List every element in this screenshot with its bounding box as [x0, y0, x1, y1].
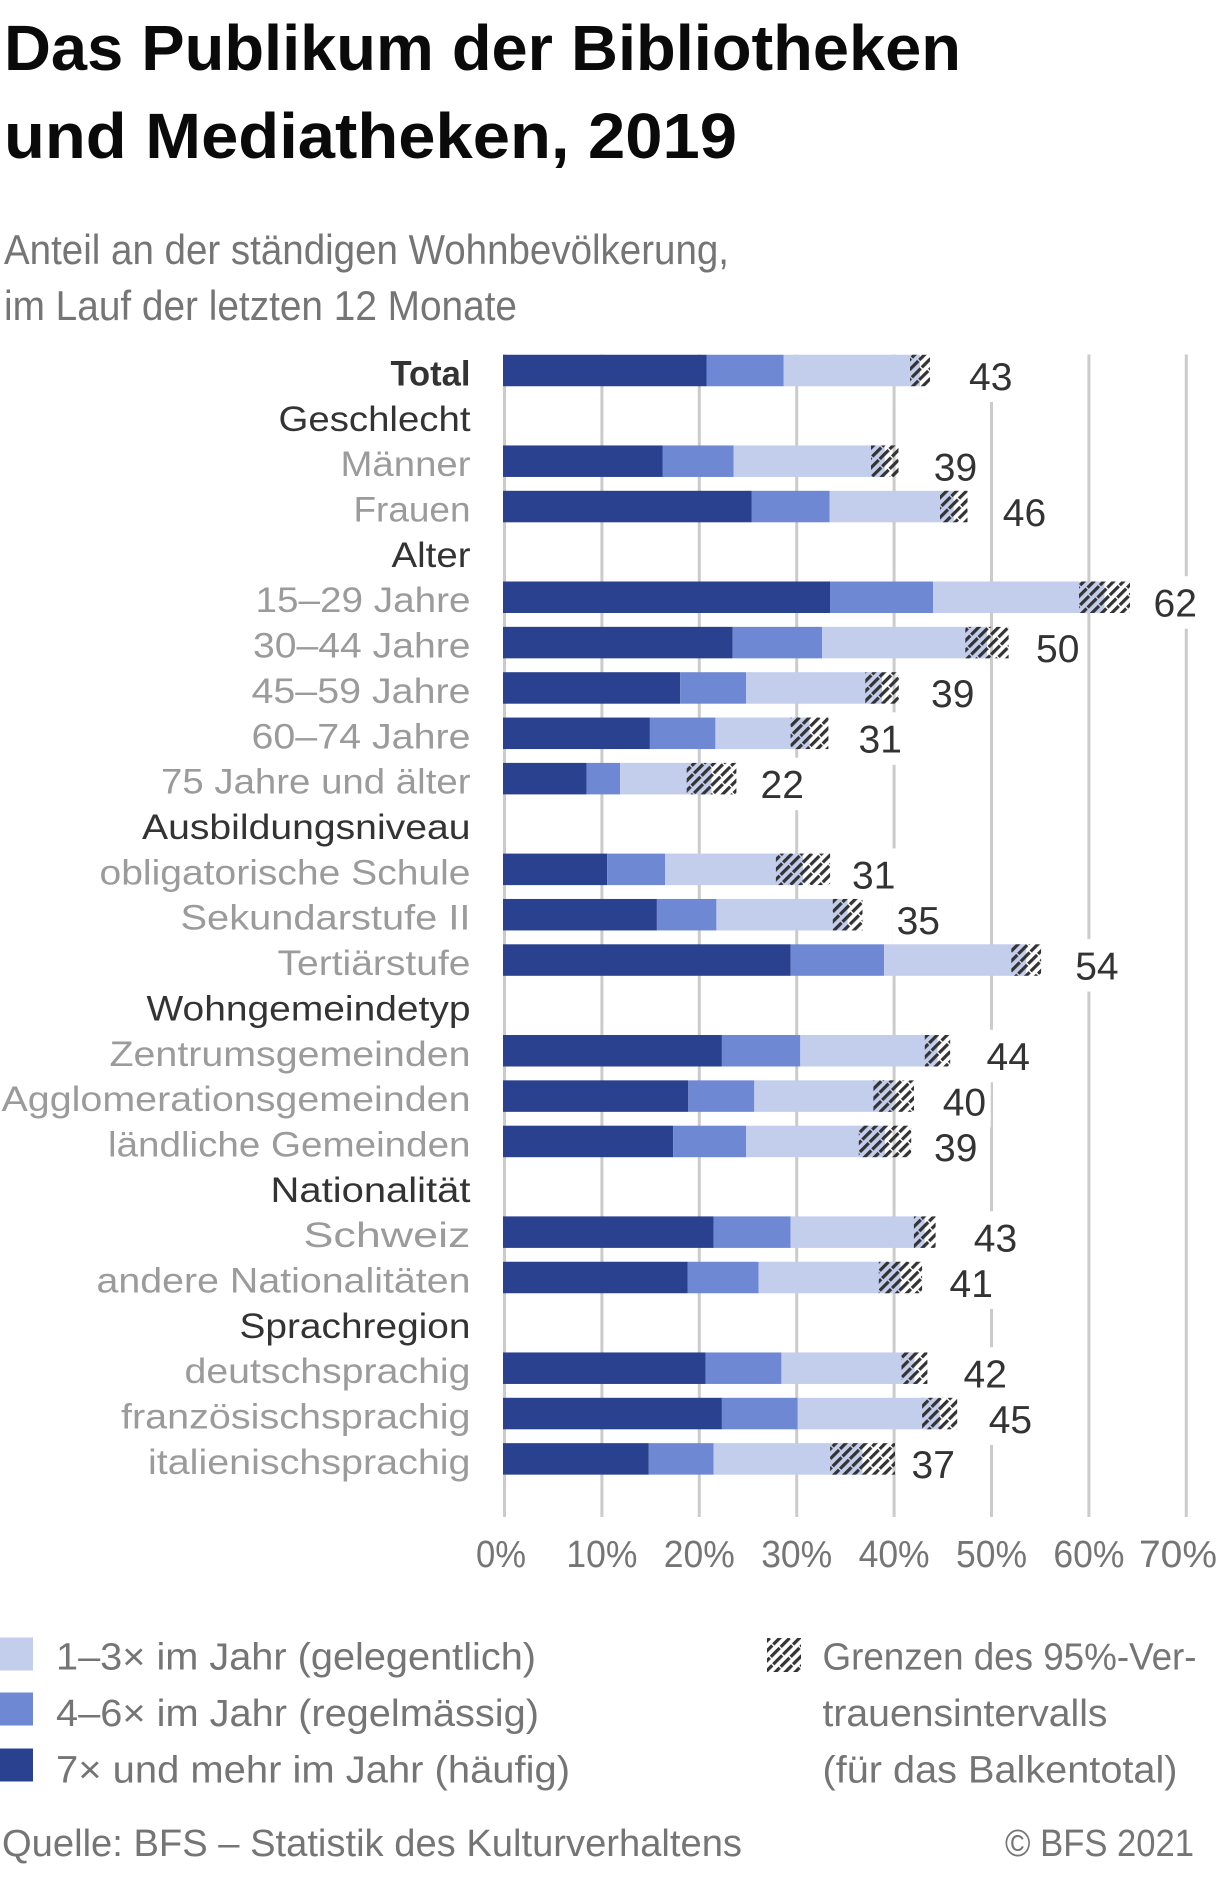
svg-text:60%: 60% [1053, 1534, 1124, 1576]
svg-text:39: 39 [934, 447, 977, 490]
svg-text:46: 46 [1003, 492, 1046, 535]
svg-text:Alter: Alter [392, 535, 471, 575]
svg-text:75 Jahre und älter: 75 Jahre und älter [161, 762, 471, 802]
svg-text:43: 43 [974, 1218, 1017, 1261]
svg-text:60–74 Jahre: 60–74 Jahre [252, 716, 471, 756]
svg-text:und Mediatheken, 2019: und Mediatheken, 2019 [4, 100, 737, 172]
svg-text:ländliche Gemeinden: ländliche Gemeinden [108, 1125, 471, 1165]
svg-text:30–44 Jahre: 30–44 Jahre [253, 626, 471, 666]
svg-text:43: 43 [969, 356, 1012, 399]
svg-text:39: 39 [931, 673, 974, 716]
svg-text:50%: 50% [956, 1534, 1027, 1576]
svg-text:31: 31 [852, 855, 895, 898]
svg-text:1–3× im Jahr (gelegentlich): 1–3× im Jahr (gelegentlich) [56, 1637, 536, 1679]
svg-text:andere Nationalitäten: andere Nationalitäten [97, 1261, 471, 1301]
svg-text:Agglomerationsgemeinden: Agglomerationsgemeinden [2, 1079, 471, 1119]
svg-text:im Lauf der letzten 12 Monate: im Lauf der letzten 12 Monate [4, 282, 517, 329]
svg-text:Sprachregion: Sprachregion [240, 1306, 471, 1346]
svg-text:54: 54 [1075, 945, 1118, 988]
svg-text:Ausbildungsniveau: Ausbildungsniveau [142, 807, 471, 847]
svg-text:italienischsprachig: italienischsprachig [148, 1442, 471, 1482]
svg-text:Zentrumsgemeinden: Zentrumsgemeinden [110, 1034, 471, 1074]
svg-text:(für das Balkentotal): (für das Balkentotal) [823, 1750, 1178, 1792]
svg-text:Total: Total [391, 354, 471, 394]
svg-text:Nationalität: Nationalität [271, 1170, 471, 1210]
svg-text:15–29 Jahre: 15–29 Jahre [256, 580, 471, 620]
svg-text:22: 22 [761, 764, 804, 807]
svg-text:45: 45 [989, 1399, 1032, 1442]
svg-text:70%: 70% [1139, 1534, 1217, 1576]
svg-text:62: 62 [1154, 583, 1197, 626]
svg-text:französischsprachig: französischsprachig [121, 1397, 471, 1437]
svg-text:Das Publikum der Bibliotheken: Das Publikum der Bibliotheken [4, 12, 961, 84]
svg-text:37: 37 [912, 1444, 955, 1487]
svg-text:Geschlecht: Geschlecht [279, 399, 471, 439]
svg-text:Frauen: Frauen [354, 490, 471, 530]
svg-text:7× und mehr im Jahr (häufig): 7× und mehr im Jahr (häufig) [56, 1750, 570, 1792]
svg-text:Tertiärstufe: Tertiärstufe [278, 943, 471, 983]
svg-text:trauensintervalls: trauensintervalls [823, 1693, 1108, 1735]
svg-text:Sekundarstufe II: Sekundarstufe II [181, 898, 471, 938]
svg-text:30%: 30% [761, 1534, 832, 1576]
svg-text:10%: 10% [566, 1534, 637, 1576]
svg-text:Männer: Männer [341, 444, 471, 484]
svg-text:35: 35 [897, 900, 940, 943]
svg-text:40: 40 [943, 1081, 986, 1124]
svg-text:Grenzen des 95%-Ver-: Grenzen des 95%-Ver- [823, 1637, 1197, 1679]
svg-text:39: 39 [934, 1127, 977, 1170]
svg-text:40%: 40% [859, 1534, 930, 1576]
svg-text:obligatorische Schule: obligatorische Schule [100, 852, 471, 892]
svg-text:44: 44 [987, 1036, 1030, 1079]
svg-text:50: 50 [1036, 628, 1079, 671]
svg-text:20%: 20% [664, 1534, 735, 1576]
svg-text:Wohngemeindetyp: Wohngemeindetyp [147, 988, 471, 1028]
svg-text:Schweiz: Schweiz [304, 1215, 471, 1255]
svg-text:© BFS 2021: © BFS 2021 [1005, 1823, 1194, 1865]
svg-text:4–6× im Jahr (regelmässig): 4–6× im Jahr (regelmässig) [56, 1693, 539, 1735]
svg-text:45–59 Jahre: 45–59 Jahre [252, 671, 471, 711]
svg-text:41: 41 [950, 1263, 993, 1306]
svg-text:42: 42 [964, 1354, 1007, 1397]
svg-text:Anteil an der ständigen Wohnbe: Anteil an der ständigen Wohnbevölkerung, [4, 226, 729, 273]
svg-text:Quelle: BFS – Statistik des Ku: Quelle: BFS – Statistik des Kulturverhal… [2, 1823, 742, 1865]
svg-text:0%: 0% [476, 1534, 526, 1576]
svg-text:deutschsprachig: deutschsprachig [185, 1351, 471, 1391]
svg-text:31: 31 [859, 719, 902, 762]
